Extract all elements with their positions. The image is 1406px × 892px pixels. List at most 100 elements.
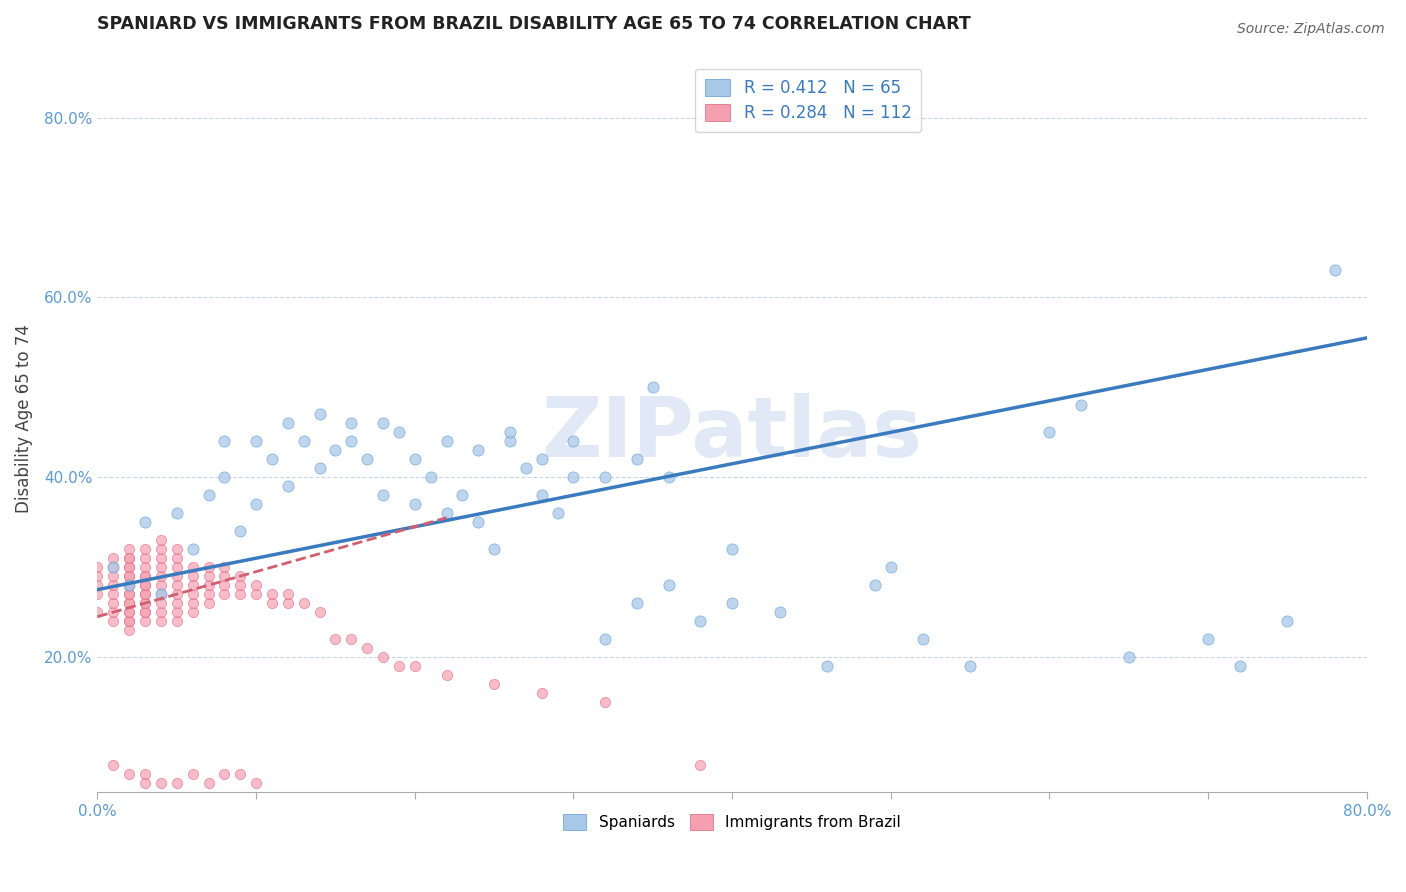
Y-axis label: Disability Age 65 to 74: Disability Age 65 to 74: [15, 325, 32, 513]
Point: [118, 587, 141, 601]
Point: [134, 596, 156, 610]
Point: [1324, 263, 1347, 277]
Point: [340, 434, 363, 449]
Point: [371, 417, 394, 431]
Point: [134, 605, 156, 619]
Point: [547, 506, 569, 520]
Point: [134, 560, 156, 574]
Point: [86, 578, 108, 592]
Point: [214, 569, 236, 583]
Point: [134, 578, 156, 592]
Point: [103, 587, 125, 601]
Point: [593, 632, 616, 646]
Point: [214, 578, 236, 592]
Point: [1277, 614, 1299, 628]
Point: [149, 605, 172, 619]
Point: [404, 659, 426, 673]
Point: [371, 488, 394, 502]
Point: [197, 488, 219, 502]
Point: [482, 677, 505, 691]
Point: [118, 578, 141, 592]
Point: [118, 596, 141, 610]
Point: [404, 452, 426, 467]
Point: [1038, 425, 1060, 440]
Point: [118, 578, 141, 592]
Point: [388, 425, 411, 440]
Point: [530, 686, 553, 700]
Point: [134, 596, 156, 610]
Point: [499, 434, 522, 449]
Point: [86, 569, 108, 583]
Point: [404, 497, 426, 511]
Point: [356, 641, 378, 656]
Point: [197, 596, 219, 610]
Point: [436, 434, 458, 449]
Point: [118, 551, 141, 566]
Point: [86, 605, 108, 619]
Point: [149, 776, 172, 790]
Point: [482, 542, 505, 557]
Point: [260, 596, 283, 610]
Point: [260, 452, 283, 467]
Point: [118, 605, 141, 619]
Point: [308, 605, 330, 619]
Point: [356, 452, 378, 467]
Point: [562, 434, 585, 449]
Point: [451, 488, 474, 502]
Point: [197, 587, 219, 601]
Point: [103, 551, 125, 566]
Point: [467, 515, 489, 529]
Point: [197, 578, 219, 592]
Point: [863, 578, 886, 592]
Point: [134, 515, 156, 529]
Point: [325, 443, 347, 458]
Point: [292, 596, 315, 610]
Point: [245, 434, 267, 449]
Point: [149, 587, 172, 601]
Point: [626, 452, 648, 467]
Point: [769, 605, 792, 619]
Point: [181, 596, 204, 610]
Point: [245, 497, 267, 511]
Point: [118, 578, 141, 592]
Point: [134, 569, 156, 583]
Point: [118, 614, 141, 628]
Point: [1229, 659, 1251, 673]
Point: [118, 560, 141, 574]
Point: [118, 569, 141, 583]
Point: [245, 776, 267, 790]
Point: [292, 434, 315, 449]
Point: [626, 596, 648, 610]
Point: [134, 776, 156, 790]
Point: [118, 596, 141, 610]
Point: [103, 605, 125, 619]
Point: [181, 560, 204, 574]
Point: [149, 560, 172, 574]
Point: [149, 596, 172, 610]
Point: [118, 542, 141, 557]
Point: [245, 578, 267, 592]
Point: [911, 632, 934, 646]
Point: [166, 596, 188, 610]
Point: [181, 569, 204, 583]
Point: [86, 587, 108, 601]
Point: [959, 659, 981, 673]
Point: [229, 767, 252, 781]
Legend: Spaniards, Immigrants from Brazil: Spaniards, Immigrants from Brazil: [557, 808, 907, 837]
Point: [149, 587, 172, 601]
Point: [149, 569, 172, 583]
Point: [467, 443, 489, 458]
Point: [149, 551, 172, 566]
Point: [166, 578, 188, 592]
Point: [340, 417, 363, 431]
Point: [103, 560, 125, 574]
Point: [103, 596, 125, 610]
Point: [277, 596, 299, 610]
Point: [103, 614, 125, 628]
Point: [118, 587, 141, 601]
Point: [658, 470, 681, 484]
Point: [689, 758, 711, 772]
Point: [658, 578, 681, 592]
Point: [166, 551, 188, 566]
Text: SPANIARD VS IMMIGRANTS FROM BRAZIL DISABILITY AGE 65 TO 74 CORRELATION CHART: SPANIARD VS IMMIGRANTS FROM BRAZIL DISAB…: [97, 15, 972, 33]
